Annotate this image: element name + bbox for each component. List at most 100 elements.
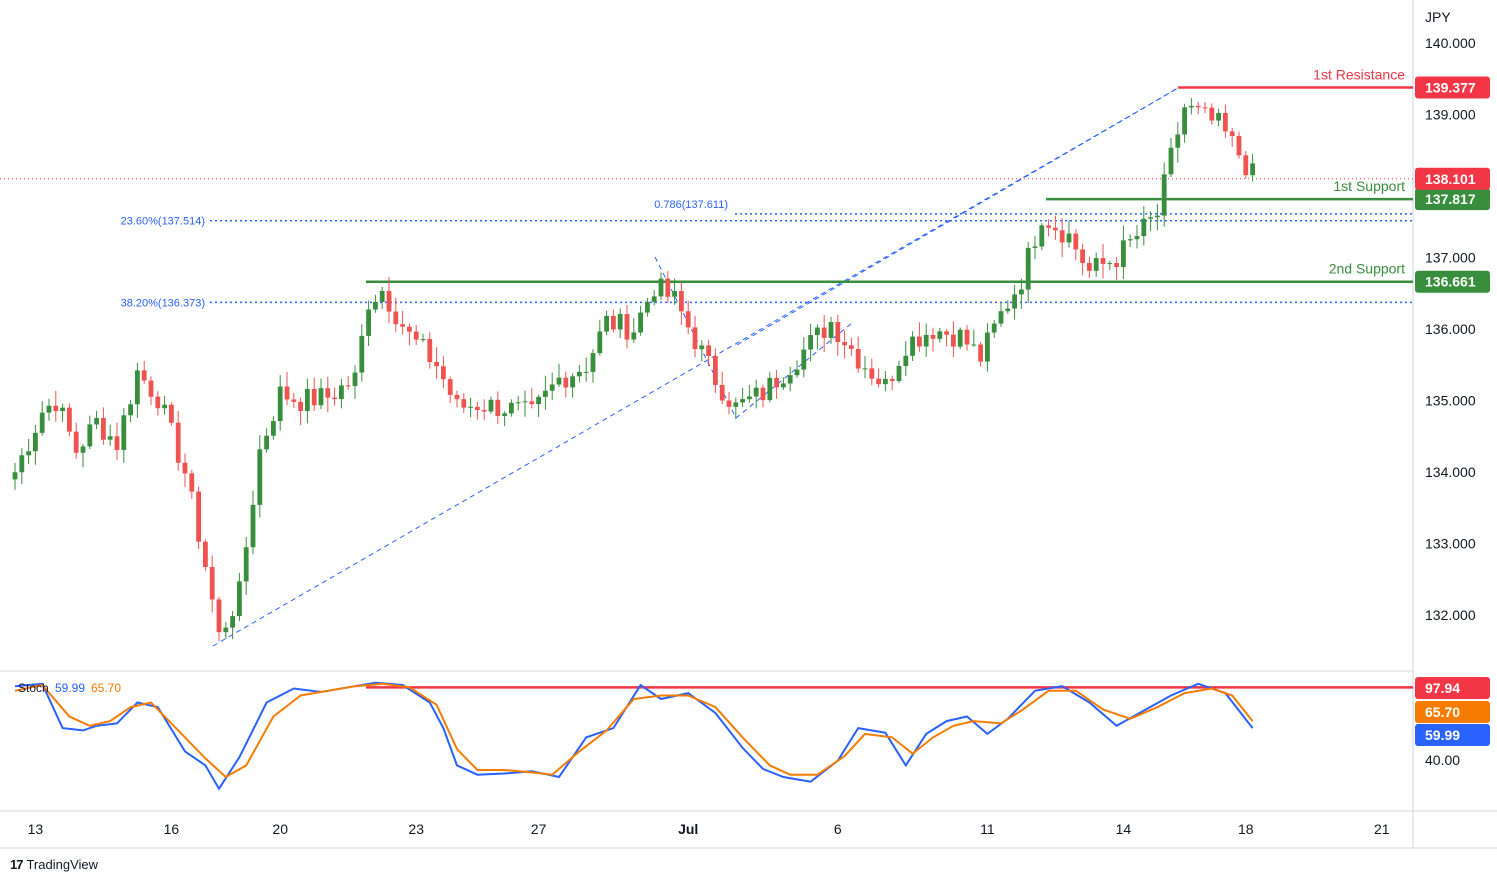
- candle-body: [87, 424, 93, 447]
- price-tick-label: 133.000: [1425, 536, 1476, 552]
- last-price-value: 138.101: [1425, 171, 1476, 187]
- candle-body: [536, 396, 541, 405]
- candle-body: [284, 386, 290, 400]
- candle-body: [529, 401, 535, 405]
- candle-body: [672, 291, 677, 297]
- price-tick-label: 136.000: [1425, 321, 1476, 337]
- candle-body: [441, 366, 446, 380]
- candle-body: [243, 547, 249, 582]
- candle-body: [1107, 263, 1113, 265]
- candle-body: [1087, 262, 1092, 271]
- tradingview-brand[interactable]: 17 TradingView: [10, 855, 98, 873]
- candle-body: [876, 378, 881, 385]
- candle-body: [1189, 105, 1194, 108]
- candle-body: [509, 402, 514, 414]
- fibonacci-levels[interactable]: 0.786(137.611) 23.60%(137.514) 38.20%(136.…: [121, 199, 1413, 310]
- candle-body: [400, 324, 405, 327]
- candle-body: [740, 399, 745, 403]
- stoch-d-line: [14, 682, 1254, 779]
- candle-body: [971, 344, 977, 346]
- price-tags: 139.377 137.817 136.661 138.101: [1415, 76, 1490, 293]
- price-tag-value: 136.661: [1425, 274, 1476, 290]
- last-price-tag: [1415, 167, 1490, 190]
- time-tick-label: 21: [1374, 821, 1390, 837]
- candle-body: [869, 368, 875, 379]
- candle-body: [645, 301, 650, 313]
- candle-body: [1148, 217, 1153, 219]
- candle-body: [325, 388, 331, 398]
- candle-body: [1032, 246, 1038, 248]
- candle-body: [488, 399, 494, 412]
- candle-body: [141, 370, 147, 381]
- candle-body: [1134, 236, 1140, 240]
- candle-body: [883, 378, 888, 385]
- time-axis[interactable]: 13 16 20 23 27 Jul 6 11 14 18 21: [28, 821, 1390, 837]
- candle-body: [1182, 107, 1187, 135]
- candle-body: [706, 345, 711, 357]
- candle-body: [713, 356, 718, 385]
- candle-body: [277, 386, 283, 422]
- candle-body: [1127, 239, 1133, 241]
- candle-body: [101, 418, 106, 440]
- time-tick-label: Jul: [678, 821, 698, 837]
- candle-body: [46, 405, 52, 413]
- candle-body: [393, 311, 399, 325]
- candle-body: [889, 378, 895, 381]
- candle-body: [563, 377, 569, 388]
- candle-body: [169, 404, 174, 423]
- candle-body: [951, 334, 956, 347]
- stoch-k-line: [14, 681, 1254, 791]
- candle-body: [855, 348, 861, 369]
- candle-body: [33, 432, 38, 452]
- candle-body: [420, 339, 426, 341]
- candle-body: [135, 370, 140, 405]
- candle-body: [903, 355, 909, 366]
- candle-body: [685, 311, 691, 328]
- candle-body: [944, 331, 949, 335]
- candle-body: [12, 472, 18, 480]
- candle-body: [577, 371, 582, 377]
- candle-body: [257, 449, 263, 505]
- candle-body: [842, 341, 847, 346]
- candle-body: [985, 332, 990, 362]
- support-resistance-levels[interactable]: 1st Resistance 1st Support 2nd Support: [366, 67, 1413, 283]
- candle-body: [162, 404, 167, 409]
- price-axis[interactable]: 140.000 139.000 137.000 136.000 135.000 134.0…: [1425, 35, 1476, 623]
- candle-body: [733, 402, 739, 407]
- candle-body: [148, 380, 154, 397]
- candle-body: [291, 399, 297, 402]
- candle-body: [454, 394, 460, 400]
- candle-body: [1229, 131, 1235, 137]
- candle-body: [726, 400, 732, 407]
- candle-body: [128, 404, 133, 416]
- candle-body: [1161, 174, 1167, 216]
- candle-body: [1202, 107, 1208, 109]
- candle-body: [1175, 134, 1181, 148]
- candle-body: [318, 388, 324, 406]
- candle-body: [522, 401, 528, 403]
- candle-body: [747, 396, 752, 400]
- stochastic-pane[interactable]: Stoch 59.99 65.70 40.00 97.94 65.70 59.99: [14, 677, 1490, 791]
- candle-body: [311, 388, 317, 406]
- candle-body: [339, 385, 344, 400]
- fib-level-label: 38.20%(136.373): [121, 297, 205, 309]
- candle-body: [692, 327, 698, 350]
- candle-body: [1141, 218, 1147, 237]
- fibonacci-trend-lines[interactable]: [212, 87, 1179, 647]
- candle-body: [543, 390, 548, 397]
- candle-body: [332, 397, 337, 400]
- time-tick-label: 6: [834, 821, 842, 837]
- candle-body: [570, 376, 575, 388]
- candle-body: [121, 415, 127, 451]
- candle-body: [978, 344, 983, 362]
- tradingview-logo-icon: 17: [10, 856, 24, 872]
- candle-body: [781, 383, 786, 388]
- price-tag: [1415, 76, 1490, 99]
- candle-body: [1209, 107, 1215, 121]
- candle-body: [1168, 147, 1174, 175]
- stoch-d-tag-value: 65.70: [1425, 704, 1460, 720]
- candle-body: [767, 377, 773, 401]
- stoch-k-tag: [1415, 724, 1490, 746]
- level-title: 1st Support: [1333, 178, 1405, 194]
